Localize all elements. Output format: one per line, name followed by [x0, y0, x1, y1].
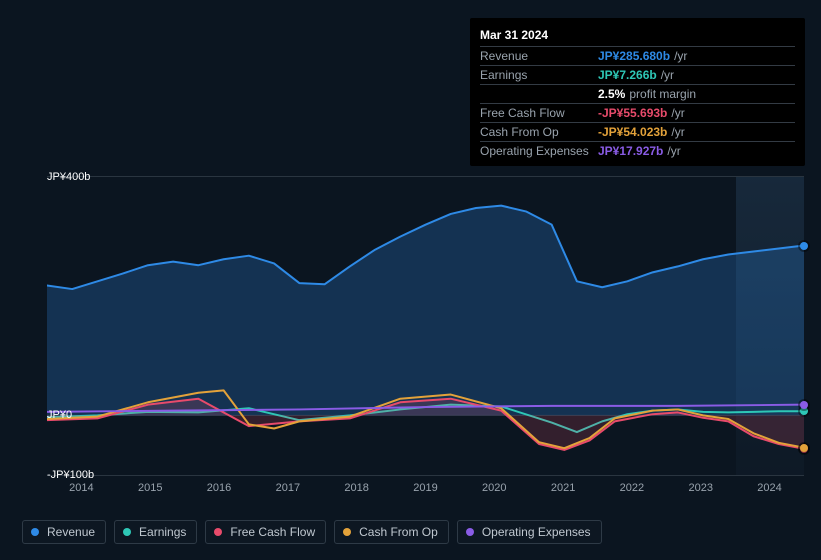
tooltip-value: JP¥17.927b	[598, 144, 663, 158]
tooltip-row: EarningsJP¥7.266b/yr	[480, 65, 795, 84]
tooltip-label: Cash From Op	[480, 125, 598, 139]
legend-label: Operating Expenses	[482, 525, 591, 539]
legend-dot-icon	[123, 528, 131, 536]
tooltip-row: Operating ExpensesJP¥17.927b/yr	[480, 141, 795, 160]
legend-label: Earnings	[139, 525, 186, 539]
legend-item-revenue[interactable]: Revenue	[22, 520, 106, 544]
x-axis-label: 2022	[598, 482, 667, 498]
legend-dot-icon	[31, 528, 39, 536]
tooltip-value: JP¥7.266b	[598, 68, 657, 82]
legend-label: Revenue	[47, 525, 95, 539]
tooltip-unit: profit margin	[629, 87, 696, 101]
series-end-dot	[800, 401, 808, 409]
series-end-dot	[800, 242, 808, 250]
tooltip-value: 2.5%	[598, 87, 625, 101]
tooltip-unit: /yr	[667, 144, 680, 158]
x-axis-label: 2020	[460, 482, 529, 498]
tooltip-row: Cash From Op-JP¥54.023b/yr	[480, 122, 795, 141]
legend-label: Cash From Op	[359, 525, 438, 539]
tooltip-unit: /yr	[671, 125, 684, 139]
series-end-dot	[800, 444, 808, 452]
financials-chart[interactable]: JP¥400b JP¥0 -JP¥100b 20142015201620172018…	[17, 158, 804, 498]
legend-item-free-cash-flow[interactable]: Free Cash Flow	[205, 520, 326, 544]
legend-dot-icon	[214, 528, 222, 536]
y-axis-label: JP¥400b	[47, 171, 95, 183]
x-axis-label: 2014	[47, 482, 116, 498]
x-axis-label: 2015	[116, 482, 185, 498]
tooltip-row: RevenueJP¥285.680b/yr	[480, 46, 795, 65]
legend-item-cash-from-op[interactable]: Cash From Op	[334, 520, 449, 544]
legend-dot-icon	[343, 528, 351, 536]
tooltip-unit: /yr	[661, 68, 674, 82]
x-axis-label: 2017	[253, 482, 322, 498]
tooltip-unit: /yr	[674, 49, 687, 63]
legend-label: Free Cash Flow	[230, 525, 315, 539]
x-axis-label: 2021	[529, 482, 598, 498]
tooltip-label: Operating Expenses	[480, 144, 598, 158]
tooltip-label: Free Cash Flow	[480, 106, 598, 120]
x-axis-label: 2016	[185, 482, 254, 498]
tooltip-label: Revenue	[480, 49, 598, 63]
tooltip-value: -JP¥54.023b	[598, 125, 667, 139]
tooltip-row: Free Cash Flow-JP¥55.693b/yr	[480, 103, 795, 122]
x-axis-label: 2023	[666, 482, 735, 498]
y-axis-label: JP¥0	[47, 409, 95, 421]
tooltip-value: -JP¥55.693b	[598, 106, 667, 120]
tooltip-date: Mar 31 2024	[480, 24, 795, 46]
legend-dot-icon	[466, 528, 474, 536]
chart-tooltip: Mar 31 2024 RevenueJP¥285.680b/yrEarning…	[470, 18, 805, 166]
x-axis: 2014201520162017201820192020202120222023…	[47, 482, 804, 498]
tooltip-label: Earnings	[480, 68, 598, 82]
x-axis-label: 2019	[391, 482, 460, 498]
legend-item-operating-expenses[interactable]: Operating Expenses	[457, 520, 602, 544]
tooltip-row: 2.5% profit margin	[480, 84, 795, 103]
tooltip-value: JP¥285.680b	[598, 49, 670, 63]
y-axis-label: -JP¥100b	[47, 469, 95, 481]
x-axis-label: 2024	[735, 482, 804, 498]
tooltip-unit: /yr	[671, 106, 684, 120]
legend-item-earnings[interactable]: Earnings	[114, 520, 197, 544]
x-axis-label: 2018	[322, 482, 391, 498]
chart-legend: Revenue Earnings Free Cash Flow Cash From O…	[22, 520, 602, 544]
